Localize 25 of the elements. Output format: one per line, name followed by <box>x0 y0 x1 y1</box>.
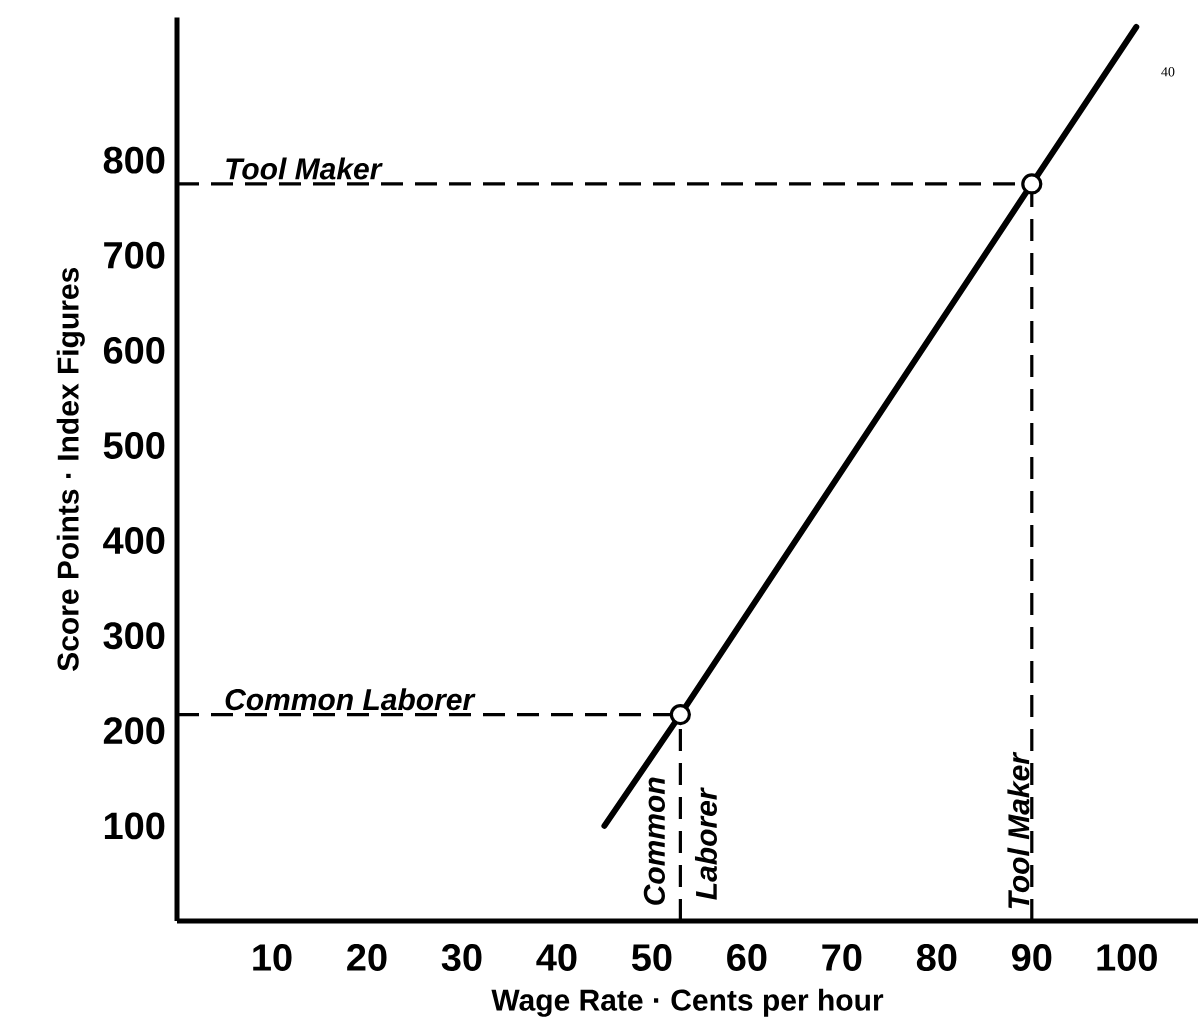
x-tick-label: 90 <box>1011 944 1052 971</box>
x-axis-title: Wage Rate · Cents per hour <box>491 988 884 1017</box>
x-tick-label: 40 <box>536 944 577 971</box>
y-tick-label: 100 <box>104 812 165 840</box>
x-tick-label: 80 <box>916 944 957 971</box>
annotation: 40 <box>1161 67 1175 77</box>
ref-line-label: Tool Maker <box>1007 751 1030 909</box>
x-tick-label: 10 <box>253 944 292 971</box>
x-tick-label: 60 <box>727 944 767 971</box>
y-axis-title: Score Points · Index Figures <box>56 267 85 671</box>
y-tick-label: 700 <box>104 241 165 269</box>
y-tick-label: 600 <box>103 336 165 364</box>
y-tick-label: 800 <box>103 146 165 174</box>
ref-line-label: Common Laborer <box>225 688 476 711</box>
x-tick-label: 70 <box>822 944 862 971</box>
y-tick-label: 400 <box>103 527 165 555</box>
x-tick-label: 30 <box>441 944 482 972</box>
x-tick-label: 100 <box>1097 944 1157 971</box>
x-tick-label: 20 <box>347 944 387 971</box>
ref-line-label: Tool Maker <box>226 157 383 180</box>
y-tick-label: 200 <box>103 717 165 745</box>
y-tick-label: 300 <box>103 622 165 650</box>
x-tick-label: 50 <box>631 944 672 971</box>
ref-line-label: Common Laborer <box>643 777 717 905</box>
y-tick-label: 500 <box>103 432 165 459</box>
